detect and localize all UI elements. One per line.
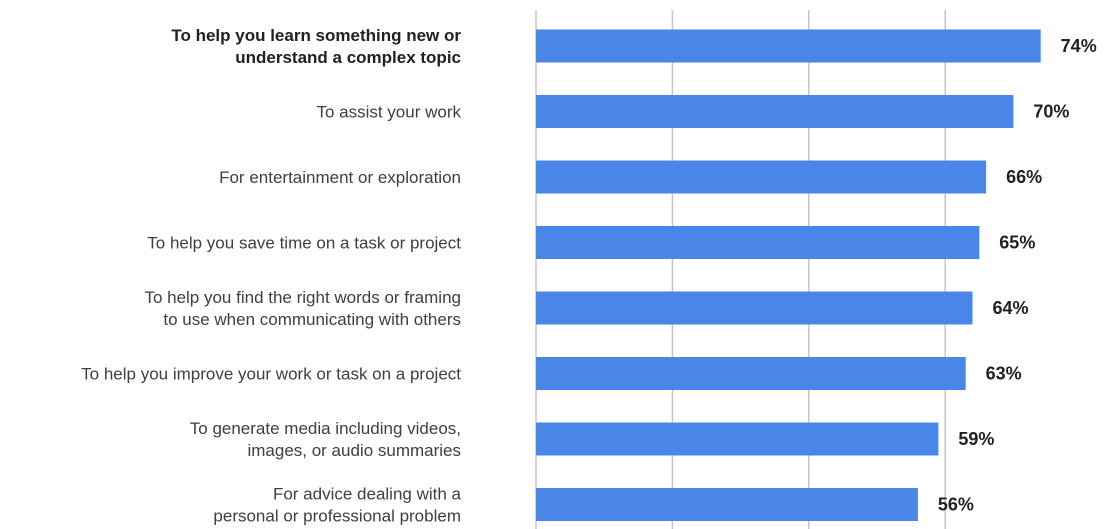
category-label-7: To generate media including videos, image… [190, 419, 461, 460]
category-label-line: To help you learn something new or [171, 26, 461, 45]
value-label-4: 65% [999, 233, 1035, 253]
category-label-line: For advice dealing with a [273, 485, 462, 504]
category-label-line: For entertainment or exploration [219, 168, 461, 187]
category-label-1: To help you learn something new or unders… [171, 26, 461, 67]
category-label-2: To assist your work [316, 103, 461, 122]
category-label-line: personal or professional problem [213, 507, 461, 526]
category-label-6: To help you improve your work or task on… [81, 365, 461, 384]
category-label-line: To help you improve your work or task on… [81, 365, 461, 384]
bar-7 [536, 422, 939, 456]
bar-4 [536, 226, 980, 259]
bar-1 [536, 29, 1041, 63]
value-label-3: 66% [1006, 167, 1042, 187]
value-label-6: 63% [986, 364, 1022, 384]
category-label-line: To help you find the right words or fram… [144, 288, 461, 307]
bar-5 [536, 291, 973, 325]
value-label-5: 64% [992, 298, 1028, 318]
bar-2 [536, 95, 1014, 128]
category-label-line: To generate media including videos, [190, 419, 461, 438]
category-label-line: to use when communicating with others [163, 310, 461, 329]
category-label-line: images, or audio summaries [247, 441, 461, 460]
category-label-4: To help you save time on a task or proje… [147, 234, 461, 253]
bars [536, 29, 1041, 521]
category-label-8: For advice dealing with a personal or pro… [213, 485, 461, 526]
value-label-2: 70% [1033, 102, 1069, 122]
category-label-line: understand a complex topic [235, 48, 461, 67]
bar-3 [536, 160, 987, 194]
category-label-3: For entertainment or exploration [219, 168, 461, 187]
value-label-7: 59% [958, 429, 994, 449]
category-labels: To help you learn something new or unders… [81, 26, 461, 526]
bar-8 [536, 488, 918, 521]
value-label-1: 74% [1061, 36, 1097, 56]
value-label-8: 56% [938, 495, 974, 515]
bar-6 [536, 357, 966, 390]
category-label-line: To help you save time on a task or proje… [147, 234, 461, 253]
category-label-5: To help you find the right words or fram… [144, 288, 461, 329]
value-labels: 74% 70% 66% 65% 64% 63% 59% 56% [938, 36, 1097, 515]
category-label-line: To assist your work [316, 103, 461, 122]
